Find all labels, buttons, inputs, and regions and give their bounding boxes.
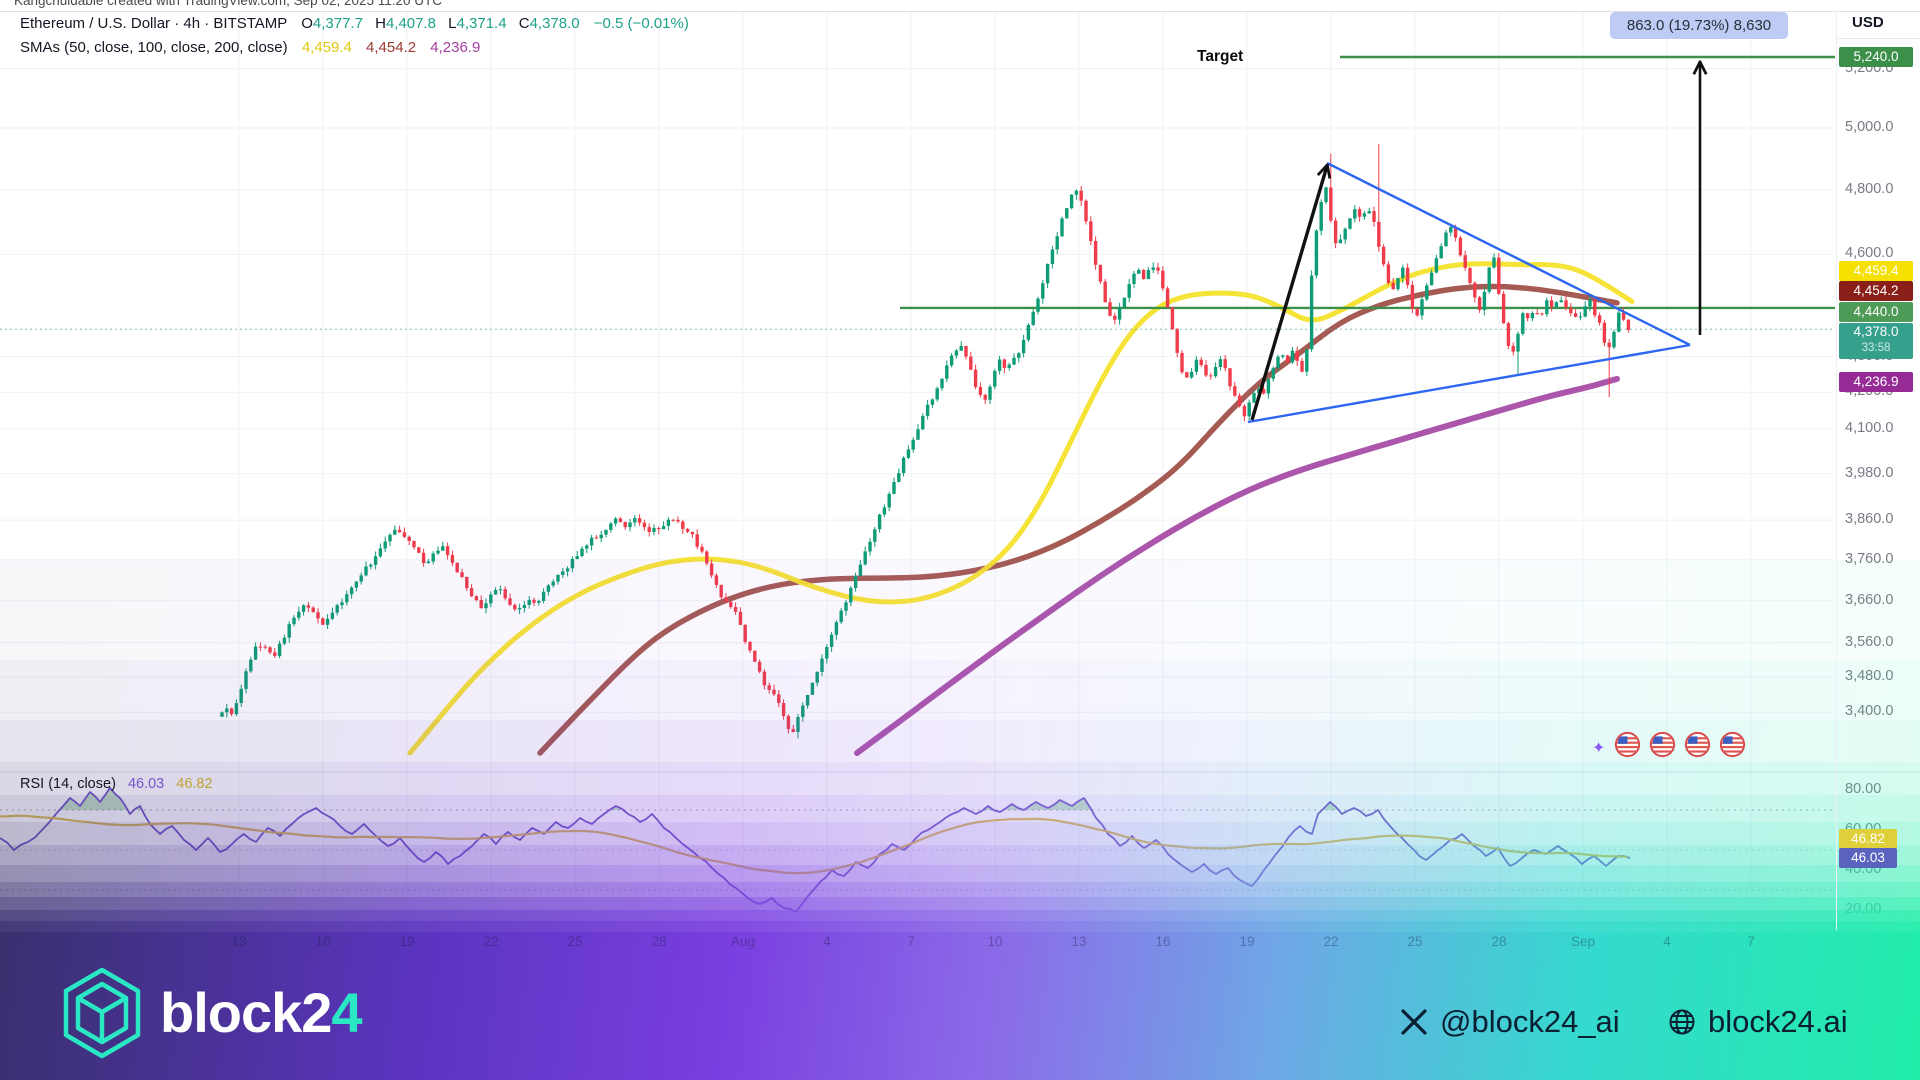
us-flag-event-icon[interactable] [1614, 731, 1641, 763]
sma200-price-badge: 4,236.9 [1839, 372, 1913, 392]
time-tick[interactable]: 19 [1239, 934, 1255, 949]
time-tick[interactable]: 19 [399, 934, 415, 949]
sma50-price-badge: 4,459.4 [1839, 261, 1913, 281]
sma50-value: 4,459.4 [301, 39, 352, 56]
sma100-price-badge: 4,454.2 [1839, 281, 1913, 301]
close-value: 4,378.0 [529, 15, 580, 32]
alert-price-badge: 4,440.0 [1839, 302, 1913, 322]
low-value: 4,371.4 [456, 15, 507, 32]
time-tick[interactable]: 7 [1747, 934, 1755, 949]
us-flag-event-icon[interactable] [1719, 731, 1746, 763]
sma200-value: 4,236.9 [430, 39, 481, 56]
rsi-ma-value: 46.82 [176, 776, 213, 792]
rsi-legend[interactable]: RSI (14, close) 46.03 46.82 [20, 776, 213, 792]
sma100-value: 4,454.2 [366, 39, 417, 56]
us-flag-event-icon[interactable] [1649, 731, 1676, 763]
time-tick[interactable]: Sep [1570, 934, 1596, 949]
x-handle-link[interactable]: @block24_ai [1400, 1004, 1620, 1040]
sma-legend[interactable]: SMAs (50, close, 100, close, 200, close)… [20, 39, 480, 56]
x-handle-text: @block24_ai [1440, 1004, 1620, 1039]
time-tick[interactable]: 28 [651, 934, 667, 949]
rsi-badge: 46.03 [1839, 848, 1897, 868]
currency-toggle[interactable]: USD [1852, 14, 1884, 31]
rsi-ma-badge: 46.82 [1839, 829, 1897, 849]
brand-wordmark-teal: 4 [331, 981, 362, 1044]
time-tick[interactable]: 16 [315, 934, 331, 949]
time-tick[interactable]: 10 [987, 934, 1003, 949]
time-tick[interactable]: 4 [823, 934, 831, 949]
high-value: 4,407.8 [385, 15, 436, 32]
rsi-legend-label: RSI (14, close) [20, 776, 116, 792]
high-label: H [375, 15, 386, 32]
time-tick[interactable]: 13 [1071, 934, 1087, 949]
globe-icon [1669, 1009, 1695, 1035]
last-price-value: 4,378.0 [1853, 324, 1899, 339]
time-tick[interactable]: 7 [907, 934, 915, 949]
website-text: block24.ai [1708, 1004, 1848, 1039]
open-value: 4,377.7 [312, 15, 363, 32]
price-range-measure-label: 863.0 (19.73%) 8,630 [1610, 12, 1788, 39]
open-label: O [301, 15, 313, 32]
x-logo-icon [1401, 1009, 1427, 1035]
time-tick[interactable]: 25 [567, 934, 583, 949]
low-label: L [448, 15, 457, 32]
time-tick[interactable]: 4 [1663, 934, 1671, 949]
top-divider [0, 11, 1920, 12]
brand-wordmark: block24 [160, 980, 363, 1045]
time-tick[interactable]: 16 [1155, 934, 1171, 949]
us-flag-event-icon[interactable] [1684, 731, 1711, 763]
candle-countdown: 33:58 [1861, 342, 1891, 354]
time-tick[interactable]: Aug [730, 934, 756, 949]
close-label: C [518, 15, 530, 32]
sparkle-icon: ✦ [1592, 740, 1606, 757]
rsi-value: 46.03 [127, 776, 165, 792]
change-value: −0.5 (−0.01%) [593, 15, 689, 32]
time-tick[interactable]: 25 [1407, 934, 1423, 949]
symbol-title: Ethereum / U.S. Dollar · 4h · BITSTAMP [20, 15, 288, 32]
target-annotation-label: Target [1197, 48, 1244, 65]
time-tick[interactable]: 28 [1491, 934, 1507, 949]
axis-separator [1836, 11, 1837, 930]
symbol-legend[interactable]: Ethereum / U.S. Dollar · 4h · BITSTAMP O… [20, 15, 689, 32]
sma-legend-label: SMAs (50, close, 100, close, 200, close) [20, 39, 288, 56]
tradingview-watermark: Kangchuldable created with TradingView.c… [14, 0, 443, 8]
time-tick[interactable]: 22 [483, 934, 499, 949]
website-link[interactable]: block24.ai [1668, 1004, 1848, 1040]
brand-wordmark-white: block2 [160, 981, 332, 1044]
target-price-badge: 5,240.0 [1839, 47, 1913, 67]
last-price-badge: 4,378.0 33:58 [1839, 323, 1913, 359]
axis-header-divider [1836, 38, 1920, 39]
block24-logo-icon [63, 967, 141, 1059]
time-tick[interactable]: 13 [231, 934, 247, 949]
time-tick[interactable]: 22 [1323, 934, 1339, 949]
